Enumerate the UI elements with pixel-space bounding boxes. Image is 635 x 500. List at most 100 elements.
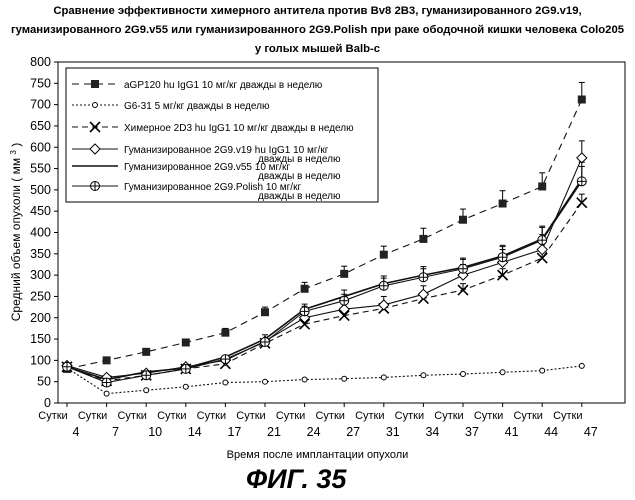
data-point (498, 199, 507, 208)
data-point (338, 310, 350, 322)
data-point (340, 269, 349, 278)
y-tick-label: 0 (44, 396, 51, 410)
figure-label: ФИГ. 35 (246, 464, 347, 494)
data-point (221, 328, 230, 337)
data-point (102, 356, 111, 365)
x-tick-label: 24 (307, 425, 321, 439)
legend-box (65, 67, 379, 203)
data-point (301, 376, 308, 383)
legend-entry-3: Химерное 2D3 hu IgG1 10 мг/кг дважды в н… (72, 121, 354, 134)
data-point (90, 181, 100, 191)
data-point (92, 102, 98, 108)
x-tick-prefix: Сутки (474, 410, 503, 422)
y-tick-label: 450 (30, 204, 51, 218)
data-point (338, 303, 350, 315)
y-tick-label: 250 (30, 289, 51, 303)
data-point-stroke (338, 310, 350, 322)
x-tick-label: 4 (73, 425, 80, 439)
y-tick-label: 100 (30, 353, 51, 367)
x-tick-label: 34 (425, 425, 439, 439)
legend-entry-1: aGP120 hu IgG1 10 мг/кг дважды в неделю (72, 80, 323, 91)
data-point (418, 272, 429, 283)
y-tick-label: 750 (30, 76, 51, 90)
y-tick-label: 400 (30, 226, 51, 240)
y-tick-label: 350 (30, 247, 51, 261)
y-tick-label: 700 (30, 98, 51, 112)
data-point (62, 361, 72, 372)
y-tick-label: 800 (30, 55, 51, 69)
x-tick-prefix: Сутки (276, 410, 305, 422)
x-tick-label: 17 (227, 425, 241, 439)
y-axis-label: Средний объем опухоли ( мм 3 ) (9, 143, 23, 321)
data-point (101, 377, 112, 388)
series-line (66, 157, 583, 378)
x-tick-label: 10 (148, 425, 162, 439)
legend-label: Гуманизированное 2G9.v19 hu IgG1 10 мг/к… (124, 145, 329, 156)
data-point (460, 371, 466, 378)
series-2 (64, 362, 585, 397)
data-point (380, 374, 387, 381)
x-tick-prefix: Сутки (315, 410, 344, 422)
x-tick-label: 31 (386, 425, 400, 439)
data-point (91, 80, 99, 88)
legend-entry-6: Гуманизированное 2G9.Polish 10 мг/кгдваж… (72, 181, 341, 202)
data-point (499, 369, 506, 376)
data-point-stroke (536, 252, 548, 264)
data-point (417, 288, 430, 301)
data-point (180, 363, 191, 374)
x-tick-label: 27 (346, 425, 360, 439)
data-point (497, 269, 509, 281)
x-axis-label: Время после имплантации опухоли (226, 449, 409, 461)
x-tick-prefix: Сутки (553, 410, 582, 422)
data-point (299, 306, 310, 317)
data-point (89, 143, 101, 155)
data-point (222, 379, 229, 386)
data-point (220, 354, 231, 365)
data-point (457, 284, 469, 296)
y-tick-label: 500 (30, 183, 51, 197)
legend-label-cont: дважды в неделю (258, 171, 341, 182)
data-point (537, 235, 548, 246)
x-tick-label: 37 (465, 425, 479, 439)
data-point (458, 263, 468, 274)
series-line (66, 99, 583, 370)
series-line (66, 365, 582, 395)
data-point (299, 318, 311, 330)
x-tick-label: 7 (112, 425, 119, 439)
data-point (262, 378, 268, 385)
legend-label: Химерное 2D3 hu IgG1 10 мг/кг дважды в н… (124, 123, 354, 134)
data-point (141, 370, 152, 381)
legend-label-cont: дважды в неделю (258, 154, 341, 165)
x-tick-prefix: Сутки (38, 410, 67, 422)
legend-entry-5: Гуманизированное 2G9.v55 10 мг/кгдважды … (72, 162, 341, 182)
data-point-stroke (576, 197, 588, 209)
data-point (142, 347, 151, 356)
data-point-stroke (299, 318, 311, 330)
x-tick-label: 44 (544, 425, 558, 439)
x-tick-prefix: Сутки (236, 410, 265, 422)
legend-label-cont: дважды в неделю (258, 191, 341, 202)
series-6 (62, 165, 587, 388)
legend-entry-2: G6-31 5 мг/кг дважды в неделю (72, 101, 270, 112)
x-tick-prefix: Сутки (157, 410, 186, 422)
data-point (378, 280, 389, 291)
y-tick-label: 550 (30, 162, 51, 176)
x-tick-prefix: Сутки (117, 410, 146, 422)
x-tick-label: 21 (267, 425, 281, 439)
data-point (576, 152, 588, 164)
data-point-stroke (497, 269, 509, 281)
data-point (497, 252, 508, 263)
data-point (339, 295, 350, 306)
legend-label: aGP120 hu IgG1 10 мг/кг дважды в неделю (124, 80, 323, 91)
data-point (539, 367, 546, 374)
series-3 (61, 193, 588, 387)
y-tick-label: 200 (30, 311, 51, 325)
data-point (182, 383, 189, 390)
x-tick-prefix: Сутки (434, 410, 463, 422)
legend-label: G6-31 5 мг/кг дважды в неделю (124, 101, 270, 112)
x-tick-prefix: Сутки (513, 410, 542, 422)
legend-entry-4: Гуманизированное 2G9.v19 hu IgG1 10 мг/к… (72, 143, 341, 165)
series-line (66, 178, 583, 381)
data-point (577, 95, 586, 104)
